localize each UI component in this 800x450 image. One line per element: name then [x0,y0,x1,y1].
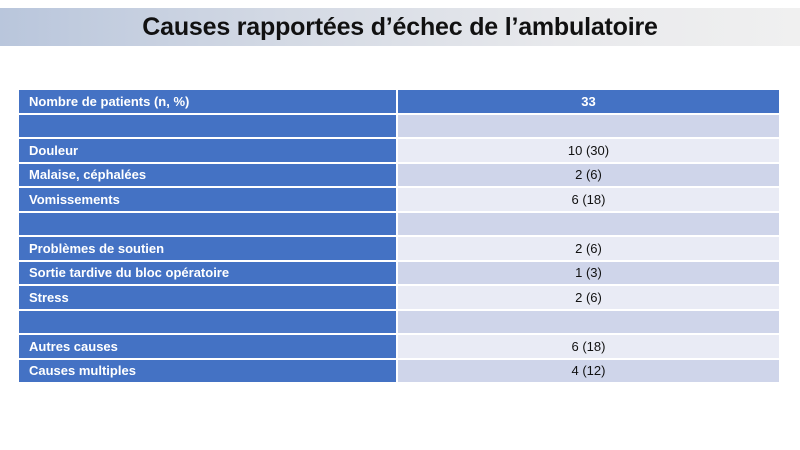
row-label-cell: Causes multiples [19,359,398,384]
table-header-row: Nombre de patients (n, %) 33 [19,90,781,115]
table-row: Stress 2 (6) [19,286,781,311]
row-value-cell [398,114,781,139]
row-value-cell: 10 (30) [398,139,781,164]
row-label-cell: Malaise, céphalées [19,163,398,188]
title-bar: Causes rapportées d’échec de l’ambulatoi… [0,8,800,46]
table-row: Malaise, céphalées 2 (6) [19,163,781,188]
table-row: Vomissements 6 (18) [19,188,781,213]
row-value-cell: 2 (6) [398,286,781,311]
row-label-cell: Autres causes [19,335,398,360]
row-label-cell [19,310,398,335]
row-value-cell: 4 (12) [398,359,781,384]
slide-title: Causes rapportées d’échec de l’ambulatoi… [142,12,658,41]
row-label-cell: Problèmes de soutien [19,237,398,262]
table-row [19,114,781,139]
row-value-cell [398,212,781,237]
table-row: Causes multiples 4 (12) [19,359,781,384]
row-label-cell: Douleur [19,139,398,164]
row-value-cell: 1 (3) [398,261,781,286]
row-value-cell [398,310,781,335]
row-value-cell: 2 (6) [398,237,781,262]
table-row: Douleur 10 (30) [19,139,781,164]
row-label-cell [19,212,398,237]
row-label-cell: Stress [19,286,398,311]
row-label-cell: Vomissements [19,188,398,213]
row-value-cell: 6 (18) [398,188,781,213]
table-row: Problèmes de soutien 2 (6) [19,237,781,262]
table-row [19,310,781,335]
header-value-cell: 33 [398,90,781,115]
row-value-cell: 6 (18) [398,335,781,360]
row-label-cell: Sortie tardive du bloc opératoire [19,261,398,286]
table-row: Sortie tardive du bloc opératoire 1 (3) [19,261,781,286]
row-value-cell: 2 (6) [398,163,781,188]
table-row: Autres causes 6 (18) [19,335,781,360]
causes-table: Nombre de patients (n, %) 33 Douleur 10 … [19,90,781,384]
header-label-cell: Nombre de patients (n, %) [19,90,398,115]
table-row [19,212,781,237]
row-label-cell [19,114,398,139]
